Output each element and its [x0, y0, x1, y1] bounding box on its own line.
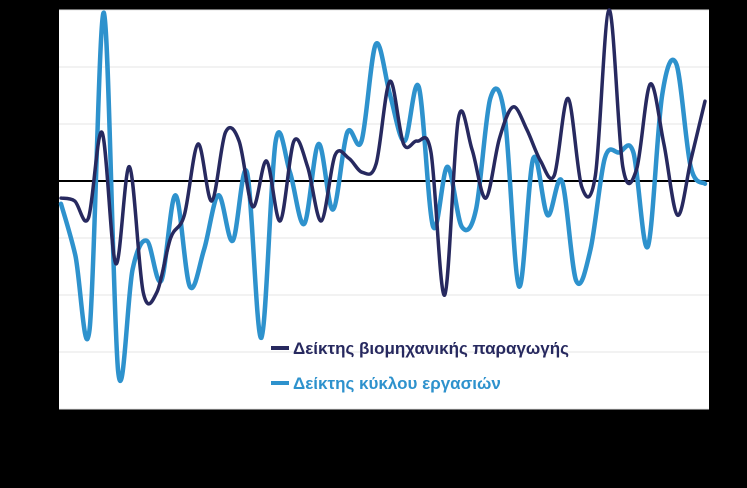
series-lines: [58, 8, 708, 384]
legend-label-turnover: Δείκτης κύκλου εργασιών: [293, 374, 501, 393]
legend: Δείκτης βιομηχανικής παραγωγής Δείκτης κ…: [271, 339, 569, 393]
legend-label-industrial-production: Δείκτης βιομηχανικής παραγωγής: [293, 339, 569, 358]
series-line-turnover: [58, 10, 708, 384]
series-line-industrial-production: [59, 8, 707, 306]
